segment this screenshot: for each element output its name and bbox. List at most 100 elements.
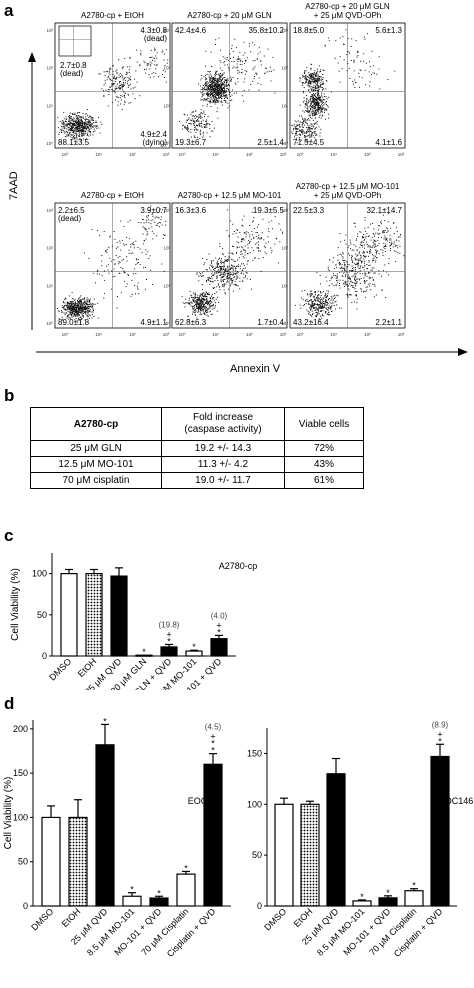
scatter-dot: [205, 85, 207, 86]
scatter-dot: [367, 283, 369, 285]
scatter-dot: [317, 110, 319, 112]
scatter-dot: [197, 303, 198, 305]
scatter-dot: [77, 127, 79, 129]
scatter-dot: [206, 119, 208, 121]
scatter-dot: [212, 88, 214, 90]
scatter-dot: [219, 272, 221, 274]
scatter-dot: [230, 252, 232, 254]
scatter-dot: [319, 307, 321, 309]
scatter-dot: [94, 130, 96, 132]
scatter-dot: [190, 123, 192, 125]
scatter-dot: [239, 51, 241, 53]
scatter-dot: [316, 92, 318, 94]
scatter-dot: [220, 73, 221, 74]
scatter-dot: [211, 302, 213, 304]
scatter-dot: [368, 265, 370, 266]
scatter-dot: [136, 262, 138, 264]
scatter-dot: [212, 100, 214, 102]
scatter-dot: [213, 95, 214, 96]
scatter-dot: [306, 309, 308, 311]
scatter-dot: [385, 297, 387, 298]
scatter-dot: [312, 73, 314, 75]
scatter-dot: [249, 43, 251, 45]
scatter-dot: [205, 120, 207, 122]
scatter-dot: [367, 245, 369, 247]
flow-plot-title: + 25 μM QVD-OPh: [314, 11, 382, 20]
scatter-dot: [344, 260, 346, 261]
scatter-dot: [99, 132, 101, 134]
scatter-dot: [203, 299, 205, 301]
scatter-dot: [204, 312, 206, 314]
scatter-dot: [312, 304, 314, 306]
scatter-dot: [260, 270, 262, 272]
scatter-dot: [349, 279, 351, 281]
scatter-dot: [245, 233, 247, 235]
scatter-dot: [244, 63, 245, 65]
scatter-dot: [212, 287, 214, 289]
scatter-dot: [214, 90, 216, 92]
scatter-dot: [87, 298, 89, 300]
scatter-dot: [320, 71, 321, 72]
scatter-dot: [84, 302, 86, 304]
scatter-dot: [76, 125, 78, 127]
x-tick-label: 10³: [163, 152, 170, 157]
scatter-dot: [257, 82, 259, 84]
scatter-dot: [203, 313, 205, 315]
scatter-dot: [339, 253, 341, 255]
scatter-dot: [67, 305, 69, 307]
scatter-dot: [80, 319, 82, 321]
scatter-dot: [243, 41, 245, 43]
scatter-dot: [122, 243, 124, 245]
scatter-dot: [346, 54, 348, 55]
scatter-dot: [320, 98, 322, 100]
scatter-dot: [66, 128, 68, 130]
scatter-dot: [155, 68, 157, 70]
y-tick-label: 10⁰: [46, 141, 53, 146]
scatter-dot: [225, 91, 227, 93]
scatter-dot: [193, 292, 195, 294]
scatter-dot: [99, 273, 101, 275]
scatter-dot: [137, 287, 139, 289]
scatter-dot: [72, 312, 74, 314]
scatter-dot: [113, 90, 115, 92]
scatter-dot: [348, 67, 350, 69]
scatter-dot: [165, 224, 167, 226]
scatter-dot: [308, 313, 309, 315]
scatter-dot: [140, 222, 142, 224]
scatter-dot: [83, 138, 85, 140]
scatter-dot: [236, 252, 237, 254]
scatter-dot: [339, 56, 341, 58]
scatter-dot: [230, 79, 232, 81]
scatter-dot: [197, 310, 199, 312]
scatter-dot: [320, 310, 322, 312]
scatter-dot: [222, 266, 224, 267]
scatter-dot: [193, 123, 195, 125]
scatter-dot: [317, 106, 319, 108]
scatter-dot: [227, 85, 228, 87]
scatter-dot: [241, 272, 243, 274]
scatter-dot: [116, 96, 118, 98]
scatter-dot: [322, 108, 324, 109]
scatter-dot: [226, 259, 228, 261]
scatter-dot: [343, 272, 345, 274]
scatter-dot: [130, 244, 132, 246]
scatter-dot: [215, 92, 216, 94]
scatter-dot: [87, 134, 88, 136]
scatter-dot: [107, 91, 109, 93]
scatter-dot: [324, 44, 326, 46]
scatter-dot: [380, 249, 382, 251]
scatter-dot: [205, 296, 207, 298]
scatter-dot: [81, 117, 83, 119]
scatter-dot: [119, 242, 121, 244]
scatter-dot: [315, 98, 317, 100]
scatter-dot: [190, 131, 192, 133]
scatter-dot: [374, 245, 376, 247]
scatter-dot: [208, 84, 210, 86]
scatter-dot: [368, 271, 369, 273]
scatter-dot: [322, 88, 324, 90]
scatter-dot: [314, 131, 316, 132]
scatter-dot: [126, 256, 128, 258]
scatter-dot: [72, 307, 73, 309]
scatter-dot: [121, 259, 123, 261]
scatter-dot: [215, 70, 217, 72]
